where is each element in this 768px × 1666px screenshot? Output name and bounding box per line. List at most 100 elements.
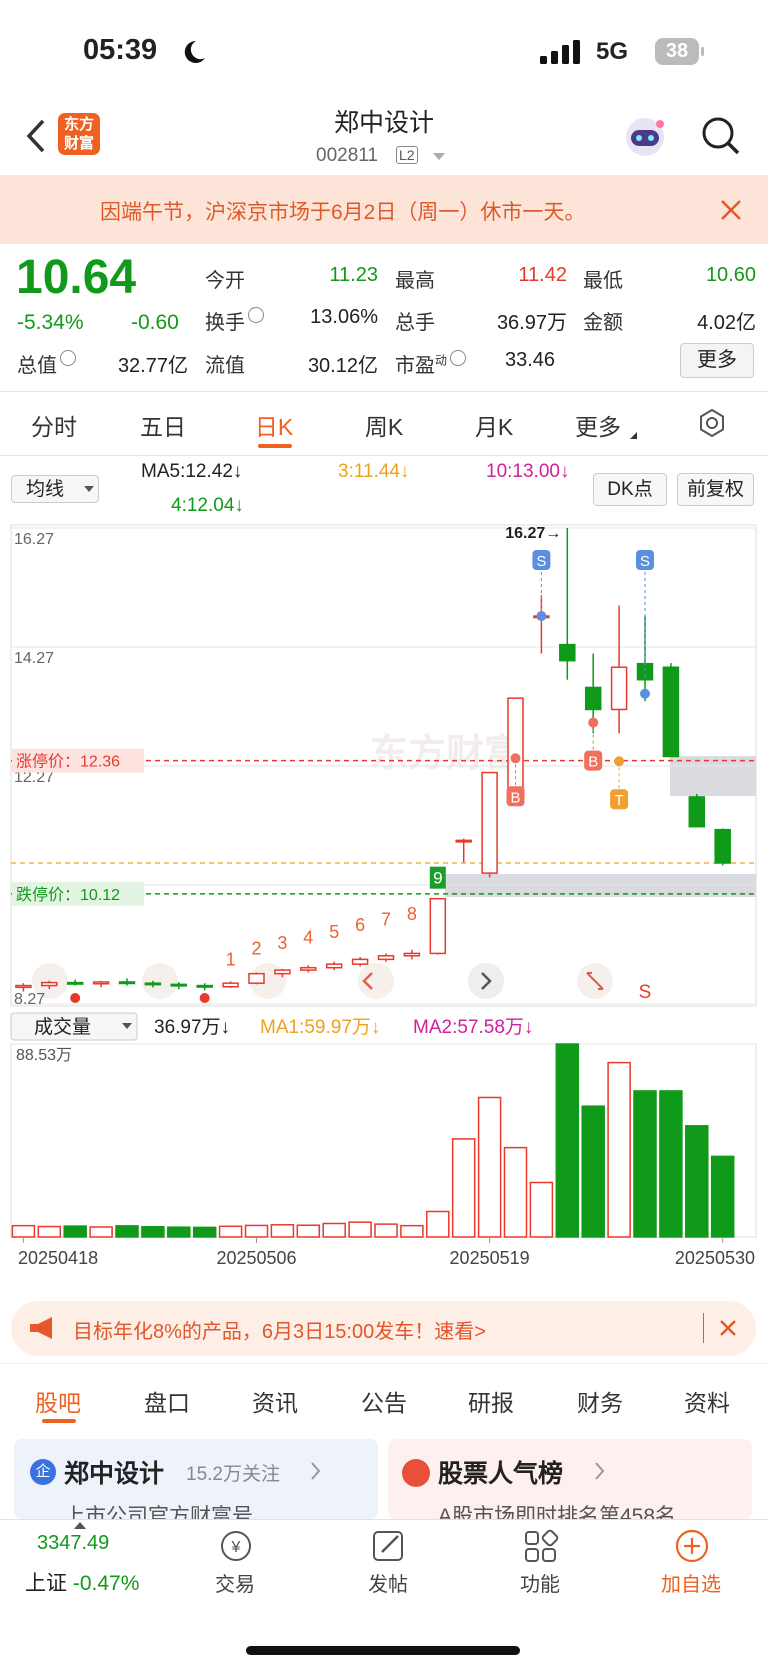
add-icon[interactable] bbox=[673, 1528, 711, 1564]
nav-item[interactable]: 交易 bbox=[215, 1574, 255, 1596]
period-tab[interactable]: 五日 bbox=[140, 414, 186, 440]
ma3-value: 3:11.44↓ bbox=[338, 461, 410, 482]
limit-label-bg bbox=[12, 748, 144, 773]
label-text: 换手 bbox=[205, 312, 245, 334]
x-tick-label: 20250530 bbox=[675, 1248, 755, 1268]
volume-bar bbox=[141, 1226, 165, 1238]
field-label: 金额 bbox=[583, 312, 623, 334]
ad-close[interactable] bbox=[719, 1319, 737, 1337]
signal: T bbox=[615, 792, 624, 809]
volume-select-box[interactable] bbox=[10, 1012, 138, 1041]
index-name[interactable]: 上证 -0.47% bbox=[25, 1567, 139, 1597]
nav-button[interactable] bbox=[468, 963, 504, 999]
post-icon[interactable] bbox=[370, 1528, 408, 1564]
volume-bar bbox=[348, 1221, 372, 1238]
candle-body bbox=[170, 983, 188, 987]
index-value[interactable]: 3347.49 bbox=[37, 1532, 110, 1554]
adjust-button[interactable]: 前复权 bbox=[677, 473, 754, 506]
field-value: 30.12亿 bbox=[307, 355, 378, 377]
nav-item[interactable]: 功能 bbox=[520, 1574, 560, 1596]
candle-body bbox=[636, 662, 654, 681]
label-sup: 动 bbox=[435, 353, 448, 368]
signal-badge bbox=[584, 750, 603, 771]
signal-badge bbox=[636, 550, 654, 570]
notice-bar bbox=[0, 175, 768, 244]
section-tab[interactable]: 财务 bbox=[577, 1390, 623, 1416]
function-icon[interactable] bbox=[522, 1528, 560, 1564]
zone bbox=[670, 756, 756, 796]
candle-body bbox=[714, 828, 731, 864]
megaphone-icon bbox=[30, 1317, 52, 1339]
field-label: 今开 bbox=[205, 270, 245, 292]
more-button[interactable]: 更多 bbox=[680, 343, 754, 378]
volume-select[interactable]: 成交量 bbox=[34, 1016, 91, 1038]
section-tab[interactable]: 公告 bbox=[361, 1390, 407, 1416]
back-button[interactable] bbox=[24, 118, 48, 154]
info-icon[interactable] bbox=[248, 307, 264, 323]
settings-icon[interactable] bbox=[697, 408, 727, 438]
y-tick-label: 14.27 bbox=[14, 650, 54, 667]
limit-count: 6 bbox=[355, 915, 365, 935]
info-icon[interactable] bbox=[60, 350, 76, 366]
home-indicator bbox=[246, 1646, 520, 1655]
logo[interactable]: 东方 财富 bbox=[58, 113, 100, 155]
candle-body bbox=[481, 771, 498, 874]
ma-select[interactable]: 均线 bbox=[11, 475, 99, 503]
section-tab[interactable]: 研报 bbox=[468, 1390, 514, 1416]
rank-card[interactable]: 股票人气榜 A股市场即时排名第458名 bbox=[388, 1439, 752, 1519]
logo-line: 财富 bbox=[63, 135, 94, 152]
y-tick-label: 16.27 bbox=[14, 531, 54, 548]
divider bbox=[0, 391, 768, 392]
volume-bar bbox=[451, 1138, 476, 1238]
candle-body bbox=[403, 952, 421, 957]
field-value: 13.06% bbox=[310, 306, 378, 328]
section-tab[interactable]: 资料 bbox=[684, 1390, 730, 1416]
trade-icon[interactable]: ¥ bbox=[217, 1528, 255, 1564]
field-label: 总值 bbox=[17, 349, 76, 378]
field-label: 最低 bbox=[583, 270, 623, 292]
company-card[interactable]: 企 郑中设计 15.2万关注 上市公司官方财富号 bbox=[14, 1439, 378, 1519]
candle-body bbox=[559, 643, 576, 662]
period-tab[interactable]: 月K bbox=[474, 414, 514, 440]
volume-bar bbox=[477, 1096, 502, 1238]
ad-text[interactable]: 目标年化8%的产品，6月3日15:00发车！速看> bbox=[73, 1321, 486, 1343]
signal: S bbox=[639, 982, 652, 1003]
info-icon[interactable] bbox=[450, 350, 467, 366]
dk-button[interactable]: DK点 bbox=[593, 473, 667, 506]
nav-button[interactable] bbox=[142, 963, 178, 999]
nav-item[interactable]: 加自选 bbox=[661, 1574, 721, 1596]
section-tab-active[interactable]: 股吧 bbox=[35, 1390, 81, 1416]
candle-body bbox=[688, 796, 706, 828]
period-tab[interactable]: 分时 bbox=[31, 414, 77, 440]
volume-bar bbox=[218, 1225, 243, 1238]
chevron bbox=[311, 1462, 321, 1480]
period-tab[interactable]: 更多 bbox=[575, 414, 621, 440]
field-value: 4.02亿 bbox=[697, 312, 756, 334]
candle-body bbox=[662, 666, 680, 758]
limit-count: 1 bbox=[226, 949, 236, 969]
volume-bar bbox=[685, 1125, 709, 1238]
ad-banner[interactable] bbox=[11, 1301, 756, 1356]
nav-item[interactable]: 发帖 bbox=[368, 1574, 408, 1596]
section-tab[interactable]: 资讯 bbox=[252, 1390, 298, 1416]
robot-icon[interactable] bbox=[622, 114, 668, 160]
signal-icon bbox=[540, 40, 580, 64]
level-badge[interactable]: L2 bbox=[396, 146, 418, 164]
signal: B bbox=[588, 754, 598, 771]
volume-bar bbox=[89, 1226, 113, 1238]
search-icon[interactable] bbox=[700, 115, 742, 157]
field-label: 最高 bbox=[395, 270, 435, 292]
section-tab[interactable]: 盘口 bbox=[144, 1390, 190, 1416]
notice-close[interactable] bbox=[720, 199, 742, 221]
period-tab[interactable]: 周K bbox=[364, 414, 404, 440]
limit-count: 4 bbox=[303, 927, 313, 947]
field-value: 33.46 bbox=[505, 349, 556, 371]
volume-bar bbox=[167, 1226, 191, 1238]
nav-button[interactable] bbox=[358, 963, 394, 999]
limit-label: 涨停价：12.36 bbox=[16, 753, 120, 771]
period-tab-active[interactable]: 日K bbox=[254, 414, 294, 440]
limit-label-text: 涨停价： bbox=[16, 753, 80, 771]
card-meta: 15.2万关注 bbox=[186, 1464, 280, 1485]
volume-bar bbox=[710, 1155, 735, 1238]
